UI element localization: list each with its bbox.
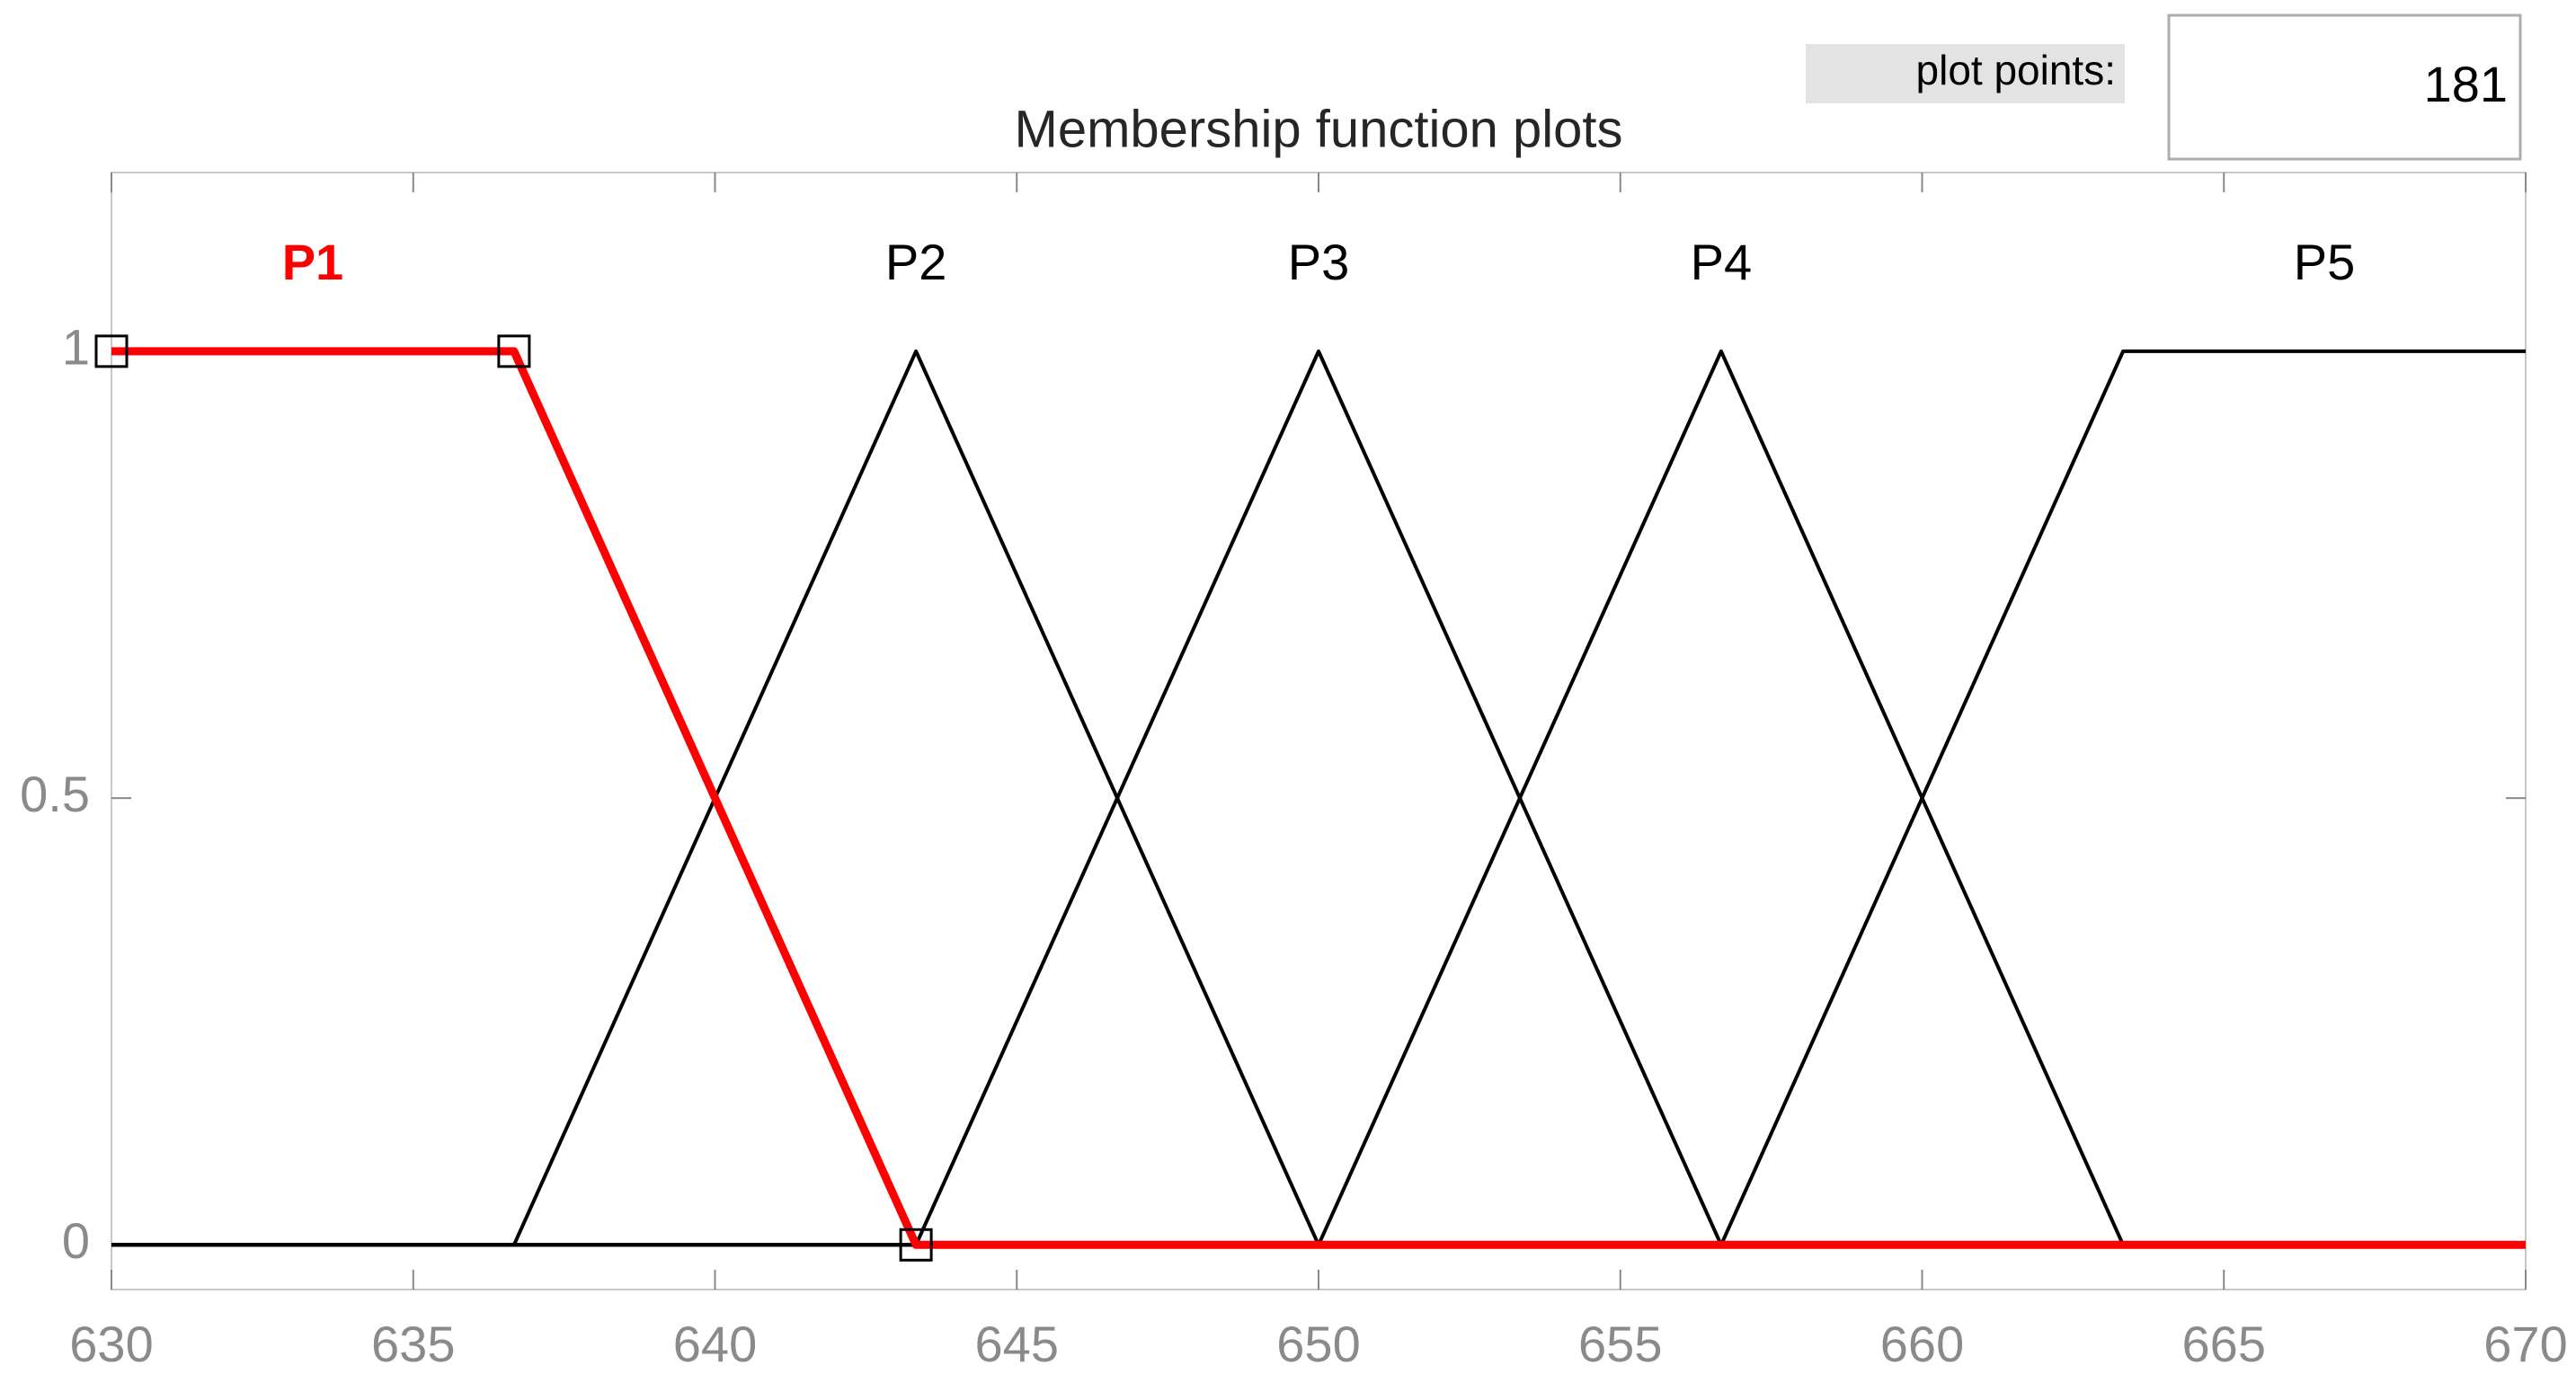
mf-label: P2 bbox=[885, 234, 947, 290]
mf-vertex bbox=[94, 334, 129, 368]
plot-area bbox=[111, 172, 2527, 1290]
y-tick-label: 0 bbox=[62, 1212, 90, 1269]
plot-points-input[interactable] bbox=[2167, 13, 2522, 161]
x-tick-label: 660 bbox=[1880, 1316, 1964, 1372]
x-tick-label: 645 bbox=[975, 1316, 1059, 1372]
plot-points-value[interactable]: 181 bbox=[2424, 56, 2508, 112]
mf-label: P3 bbox=[1288, 234, 1350, 290]
y-tick-label: 1 bbox=[62, 319, 90, 376]
mf-label: P5 bbox=[2294, 234, 2356, 290]
x-tick-label: 655 bbox=[1578, 1316, 1662, 1372]
plot-points-label-box bbox=[1806, 44, 2125, 103]
x-tick-label: 635 bbox=[371, 1316, 455, 1372]
mf-vertex bbox=[497, 334, 531, 368]
plot-points-label: plot points: bbox=[1916, 47, 2116, 93]
chart-title: Membership function plots bbox=[1015, 100, 1623, 158]
mf-label: P1 bbox=[282, 234, 344, 290]
mf-label: P4 bbox=[1691, 234, 1753, 290]
y-tick-label: 0.5 bbox=[20, 766, 90, 822]
x-tick-label: 650 bbox=[1276, 1316, 1360, 1372]
x-tick-label: 670 bbox=[2483, 1316, 2567, 1372]
x-tick-label: 665 bbox=[2182, 1316, 2266, 1372]
mf-vertex bbox=[899, 1228, 933, 1262]
mf-line bbox=[111, 347, 2526, 1249]
x-tick-label: 630 bbox=[69, 1316, 153, 1372]
x-tick-label: 640 bbox=[673, 1316, 757, 1372]
